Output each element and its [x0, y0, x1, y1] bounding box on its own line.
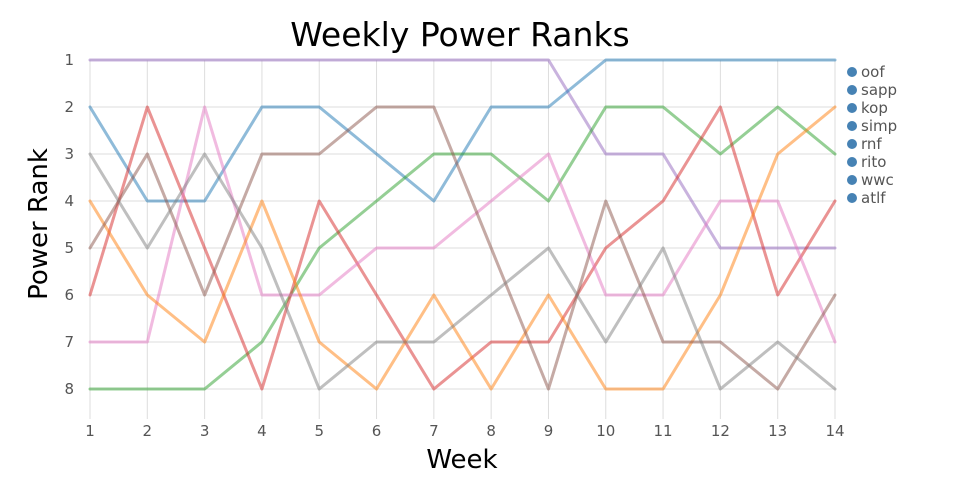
x-tick-label: 7 [429, 422, 439, 440]
x-tick-label: 12 [711, 422, 730, 440]
series-line [88, 105, 837, 391]
x-tick-label: 4 [257, 422, 267, 440]
y-tick-label: 4 [64, 192, 74, 210]
y-tick-label: 7 [64, 333, 74, 351]
y-tick-label: 5 [64, 239, 74, 257]
legend-label: kop [861, 99, 888, 117]
series-lines [88, 58, 837, 391]
legend-marker [847, 157, 857, 167]
y-tick-label: 3 [64, 145, 74, 163]
x-tick-label: 2 [143, 422, 153, 440]
x-tick-label: 11 [654, 422, 673, 440]
legend-marker [847, 103, 857, 113]
legend-marker [847, 193, 857, 203]
series-line [88, 152, 837, 391]
series-line [88, 105, 837, 391]
chart-title: Weekly Power Ranks [290, 15, 630, 54]
x-tick-label: 3 [200, 422, 210, 440]
y-axis-title: Power Rank [24, 148, 54, 300]
legend-marker [847, 175, 857, 185]
legend-label: rito [861, 153, 886, 171]
series-line [88, 105, 837, 391]
legend-label: wwc [861, 171, 894, 189]
legend-label: oof [861, 63, 885, 81]
legend-label: rnf [861, 135, 882, 153]
x-tick-label: 9 [544, 422, 554, 440]
y-tick-label: 2 [64, 98, 74, 116]
legend-label: simp [861, 117, 897, 135]
legend-marker [847, 121, 857, 131]
y-tick-label: 6 [64, 286, 74, 304]
legend-marker [847, 85, 857, 95]
x-tick-label: 10 [596, 422, 615, 440]
legend-label: atlf [861, 189, 886, 207]
series-line [88, 105, 837, 344]
legend-marker [847, 139, 857, 149]
x-tick-label: 5 [314, 422, 324, 440]
legend-label: sapp [861, 81, 897, 99]
legend-marker [847, 67, 857, 77]
series-line [88, 58, 837, 250]
x-tick-label: 13 [768, 422, 787, 440]
x-tick-label: 8 [486, 422, 496, 440]
x-axis-title: Week [426, 445, 497, 475]
y-axis-ticks: 1 2 3 4 5 6 7 8 [64, 51, 74, 398]
x-tick-label: 6 [372, 422, 382, 440]
x-axis-ticks: 1 2 3 4 5 6 7 8 9 10 11 12 13 14 [85, 422, 844, 440]
x-tick-label: 1 [85, 422, 95, 440]
y-tick-label: 1 [64, 51, 74, 69]
x-tick-label: 14 [825, 422, 844, 440]
y-tick-label: 8 [64, 380, 74, 398]
